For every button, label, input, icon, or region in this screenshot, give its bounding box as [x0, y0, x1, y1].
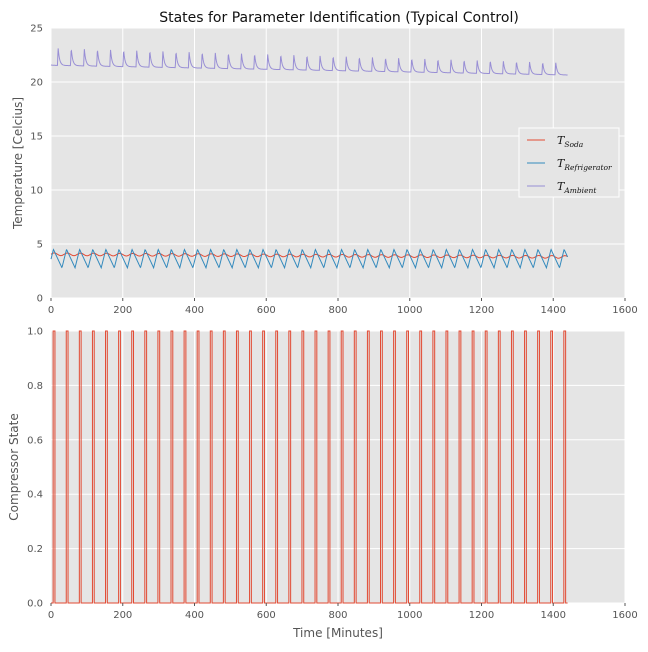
- top-lines: [50, 48, 569, 270]
- top-ytick-label: 20: [30, 78, 43, 89]
- top-ytick-label: 10: [30, 186, 43, 197]
- top-xtick-label: 0: [48, 305, 54, 316]
- top-xtick-label: 1200: [469, 305, 494, 316]
- bottom-xtick-label: 600: [257, 610, 276, 621]
- series-line-refrigerator: [50, 248, 569, 270]
- legend-label-soda: TSoda: [557, 134, 583, 149]
- bottom-ytick-label: 0.2: [27, 544, 43, 555]
- bottom-xtick-label: 1400: [541, 610, 566, 621]
- bottom-xtick-label: 1200: [469, 610, 494, 621]
- bottom-ylabel: Compressor State: [7, 413, 21, 520]
- bottom-ytick-label: 0.4: [27, 490, 43, 501]
- bottom-lines: [51, 330, 568, 604]
- top-xtick-label: 800: [328, 305, 347, 316]
- bottom-ticks: 0 200 400 600 800 1000 1200 1400 1600 0.0 0.2 0.4 0.…: [27, 327, 638, 622]
- legend: TSoda TRefrigerator TAmbient: [518, 127, 620, 198]
- top-xtick-label: 200: [113, 305, 132, 316]
- legend-label-ambient: TAmbient: [557, 180, 597, 195]
- top-xtick-label: 600: [257, 305, 276, 316]
- top-ytick-label: 15: [30, 132, 43, 143]
- top-panel: 0 200 400 600 800 1000 1200 1400 16000510152025 …: [11, 24, 638, 317]
- bottom-ytick-label: 0.0: [27, 599, 43, 610]
- bottom-xtick-label: 0: [48, 610, 54, 621]
- chart-title: States for Parameter Identification (Typ…: [159, 10, 519, 26]
- bottom-xtick-label: 800: [328, 610, 347, 621]
- bottom-xtick-label: 1000: [397, 610, 422, 621]
- bottom-xtick-label: 200: [113, 610, 132, 621]
- top-ylabel: Temperature [Celcius]: [11, 97, 25, 230]
- top-xtick-label: 1000: [397, 305, 422, 316]
- series-line-compressor: [51, 330, 568, 604]
- bottom-ytick-label: 0.6: [27, 435, 43, 446]
- bottom-xlabel: Time [Minutes]: [292, 626, 383, 640]
- series-line-soda: [50, 252, 568, 259]
- top-ytick-label: 0: [37, 294, 43, 305]
- series-line-ambient: [50, 48, 568, 76]
- bottom-ytick-label: 0.8: [27, 381, 43, 392]
- bottom-xtick-label: 400: [185, 610, 204, 621]
- top-ticks: 0 200 400 600 800 1000 1200 1400 1600 0 5 10 15 20 25: [30, 24, 637, 317]
- bottom-panel: 0 200 400 600 800 1000 1200 1400 1600 0.0 0.2 0.4 0.…: [7, 327, 638, 641]
- bottom-ytick-label: 1.0: [27, 327, 43, 338]
- top-ytick-label: 5: [37, 240, 43, 251]
- top-xtick-label: 1600: [612, 305, 637, 316]
- legend-label-refrigerator: TRefrigerator: [557, 157, 612, 172]
- top-ytick-label: 25: [30, 24, 43, 35]
- top-xtick-label: 1400: [541, 305, 566, 316]
- bottom-xtick-label: 1600: [612, 610, 637, 621]
- top-xtick-label: 400: [185, 305, 204, 316]
